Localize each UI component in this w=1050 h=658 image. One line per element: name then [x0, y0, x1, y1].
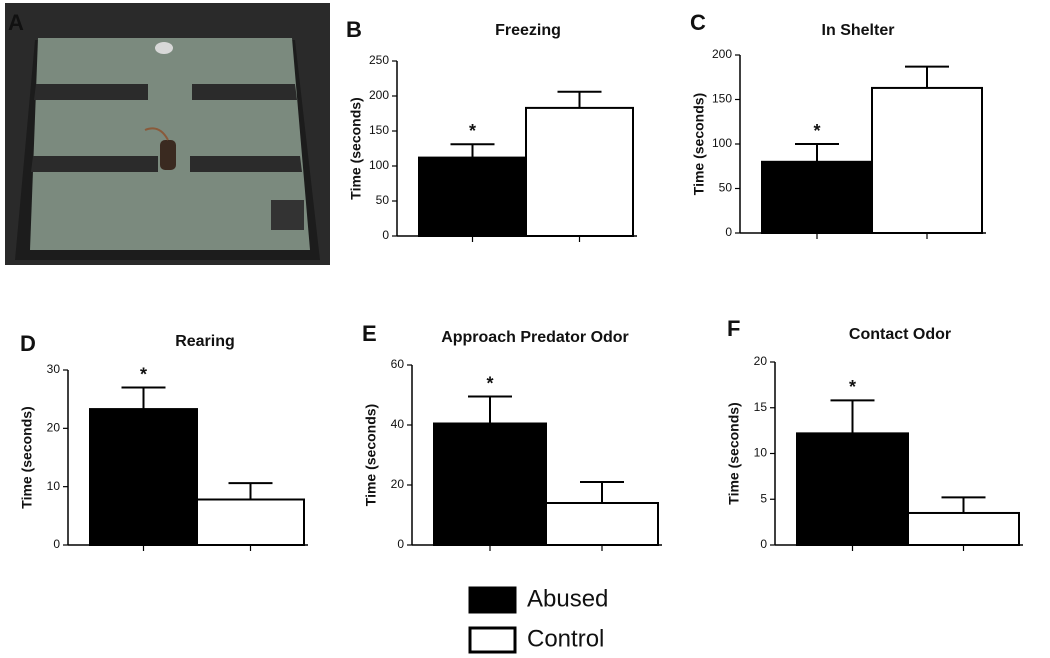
bar: [89, 408, 198, 547]
bar: [545, 502, 659, 546]
panel-label: E: [362, 321, 377, 346]
y-tick-label: 100: [369, 158, 389, 172]
bar-chart: D Rearing Time (seconds) 0 10 20 30 *: [19, 331, 308, 551]
y-tick-label: 10: [47, 479, 61, 493]
y-tick-label: 0: [725, 225, 732, 239]
y-tick-label: 200: [712, 47, 732, 61]
significance-mark: *: [813, 121, 820, 141]
bar-chart: F Contact Odor Time (seconds) 0 5 10 15 20 *: [726, 316, 1023, 551]
odor-source: [155, 42, 173, 54]
rat: [160, 140, 176, 170]
bar: [418, 156, 527, 238]
bar-chart: E Approach Predator Odor Time (seconds) 0 20…: [362, 321, 662, 551]
chart-title: In Shelter: [822, 22, 895, 39]
y-tick-label: 20: [47, 421, 61, 435]
bar: [907, 511, 1020, 546]
bar-chart: B Freezing Time (seconds) 0 50 100 150 200 250 *: [346, 17, 637, 242]
significance-mark: *: [469, 121, 476, 141]
y-axis-label: Time (seconds): [348, 97, 364, 199]
y-tick-label: 60: [391, 357, 405, 371]
maze-divider: [192, 84, 297, 100]
y-tick-label: 150: [712, 92, 732, 106]
panel-label: B: [346, 17, 362, 42]
y-tick-label: 10: [754, 446, 768, 460]
panel-label: C: [690, 10, 706, 35]
y-tick-label: 0: [397, 537, 404, 551]
maze-divider: [34, 84, 148, 100]
bar: [796, 432, 909, 546]
bar-chart: C In Shelter Time (seconds) 0 50 100 150 200 *: [690, 10, 986, 239]
bar: [761, 160, 873, 234]
chart-title: Rearing: [175, 333, 235, 350]
y-tick-label: 0: [382, 228, 389, 242]
y-tick-label: 30: [47, 362, 61, 376]
legend-swatch: [468, 586, 517, 614]
y-tick-label: 0: [760, 537, 767, 551]
legend-swatch: [468, 626, 517, 654]
y-tick-label: 40: [391, 417, 405, 431]
bar: [871, 86, 983, 235]
chart-title: Approach Predator Odor: [441, 329, 629, 346]
legend: Abused Control: [468, 585, 608, 654]
y-tick-label: 0: [53, 537, 60, 551]
bar: [196, 498, 305, 546]
chart-title: Contact Odor: [849, 326, 951, 343]
y-tick-label: 250: [369, 53, 389, 67]
maze-divider: [31, 156, 158, 172]
legend-label: Abused: [527, 585, 608, 612]
chart-title: Freezing: [495, 22, 561, 39]
y-tick-label: 200: [369, 88, 389, 102]
y-axis-label: Time (seconds): [726, 402, 742, 504]
y-axis-label: Time (seconds): [19, 406, 35, 508]
bar: [525, 106, 634, 238]
significance-mark: *: [849, 377, 856, 397]
y-tick-label: 50: [376, 193, 390, 207]
panel-label: A: [8, 10, 24, 35]
y-axis-label: Time (seconds): [691, 93, 707, 195]
maze-divider: [190, 156, 302, 172]
y-tick-label: 20: [391, 477, 405, 491]
y-tick-label: 50: [719, 181, 733, 195]
y-tick-label: 15: [754, 400, 768, 414]
legend-label: Control: [527, 625, 604, 652]
maze-diagram: A: [5, 3, 330, 265]
shelter: [271, 200, 304, 230]
bar: [433, 422, 547, 546]
panel-label: F: [727, 316, 740, 341]
rat-tail: [144, 127, 169, 141]
panel-label: D: [20, 331, 36, 356]
significance-mark: *: [486, 373, 493, 393]
y-axis-label: Time (seconds): [363, 404, 379, 506]
y-tick-label: 5: [760, 491, 767, 505]
y-tick-label: 150: [369, 123, 389, 137]
y-tick-label: 100: [712, 136, 732, 150]
y-tick-label: 20: [754, 354, 768, 368]
significance-mark: *: [140, 364, 147, 384]
